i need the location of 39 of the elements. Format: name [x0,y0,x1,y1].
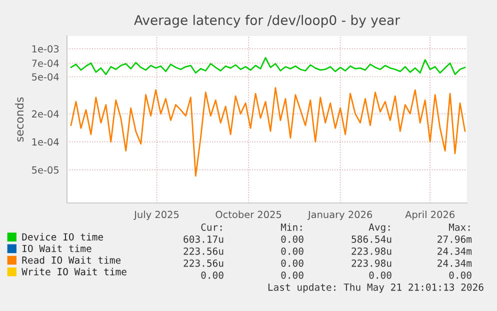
y-tick-label: 2e-04 [32,110,59,118]
y-tick-label: 5e-05 [32,166,59,174]
text: 223.56u [184,247,224,255]
text: Last update: Thu May 21 21:01:13 2026 [268,283,484,293]
text: 0.00 [369,271,392,279]
text: 223.98u [352,247,392,255]
text: Min: [280,223,302,231]
text: 0.00 [281,235,304,243]
text: 223.56u [184,259,224,267]
text: Cur: [201,223,222,231]
text: 0.00 [201,271,224,279]
y-tick-label: 1e-03 [32,45,59,53]
text: 603.17u [184,235,224,243]
text: 586.54u [352,235,392,243]
line-series [70,57,466,76]
text: 0.00 [449,271,472,279]
text: Avg: [368,224,390,233]
y-tick-label: 5e-04 [32,73,59,81]
text: 0.00 [281,259,304,267]
legend-label: Device IO time [22,233,103,241]
text: 0.00 [281,247,304,255]
x-tick-label: April 2026 [405,210,455,220]
text: 0.00 [281,271,304,279]
y-tick-label: 7e-04 [32,60,59,67]
y-tick-label: 1e-04 [32,138,59,146]
text: 24.34m [438,259,472,267]
text: 223.98u [352,259,392,267]
line-series [70,87,466,177]
legend-label: IO Wait time [22,244,92,252]
legend-label: Write IO Wait time [22,268,126,276]
x-tick-label: October 2025 [216,210,282,218]
legend-label: Read IO Wait time [22,256,121,264]
x-tick-label: January 2026 [307,210,372,220]
text: 24.34m [438,247,472,255]
chart-title: Average latency for /dev/loop0 - by year [134,14,400,28]
text: Max: [448,224,470,231]
text: 27.96m [438,235,472,243]
x-tick-label: July 2025 [134,210,179,220]
y-axis-title: seconds [15,97,24,142]
